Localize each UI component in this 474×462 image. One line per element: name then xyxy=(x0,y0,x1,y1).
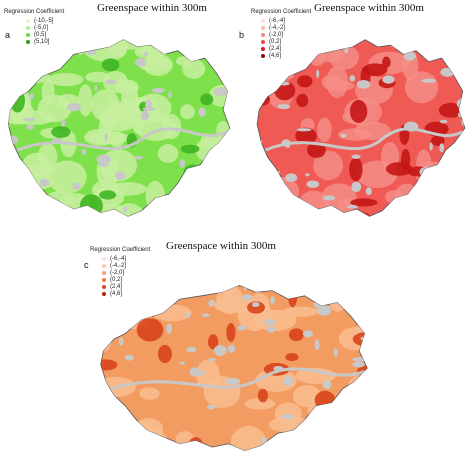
map-a xyxy=(7,39,231,217)
legend-b-item: (-4,-2] xyxy=(261,24,311,31)
legend-b-item: (-6,-4] xyxy=(261,17,311,24)
legend-a-title: Regression Coefficient xyxy=(4,9,65,15)
legend-b-item: (0,2] xyxy=(261,38,311,45)
legend-c-range: (-4,-2] xyxy=(110,262,127,269)
map-c xyxy=(100,284,368,452)
legend-b-range: (2,4] xyxy=(269,45,282,52)
legend-c-swatch xyxy=(102,270,106,275)
legend-b-item: (-2,0] xyxy=(261,31,311,38)
legend-c-range: (-6,-4] xyxy=(110,255,127,262)
map-b xyxy=(256,39,466,217)
legend-b-swatch xyxy=(261,18,265,23)
legend-b-range: (-2,0] xyxy=(269,31,284,38)
panel-a-title: Greenspace within 300m xyxy=(97,2,207,14)
legend-a-swatch xyxy=(26,18,30,23)
legend-a-item: (5,10] xyxy=(26,38,64,45)
legend-a-range: (0,5] xyxy=(34,31,47,38)
legend-c-item: (-6,-4] xyxy=(102,255,150,262)
legend-b-swatch xyxy=(261,32,265,37)
legend-b-item: (4,6] xyxy=(261,52,311,59)
legend-c-swatch xyxy=(102,256,106,261)
legend-c-swatch xyxy=(102,263,106,268)
legend-b-swatch xyxy=(261,25,265,30)
panel-c: Greenspace within 300m c Regression Coef… xyxy=(80,232,380,462)
legend-c-range: (4,6] xyxy=(110,290,123,297)
legend-a-item: (0,5] xyxy=(26,31,64,38)
legend-b-range: (4,6] xyxy=(269,52,282,59)
legend-a-swatch xyxy=(26,39,30,44)
panel-a-label: a xyxy=(5,30,11,40)
legend-c: Regression Coefficient (-6,-4] (-4,-2] (… xyxy=(90,246,150,297)
legend-c-item: (0,2] xyxy=(102,276,150,283)
legend-a-swatch xyxy=(26,32,30,37)
legend-c-swatch xyxy=(102,291,106,296)
panel-c-title: Greenspace within 300m xyxy=(166,240,276,252)
legend-b-range: (0,2] xyxy=(269,38,282,45)
legend-c-range: (0,2] xyxy=(110,276,123,283)
legend-c-swatch xyxy=(102,277,106,282)
legend-a-range: (-5,0] xyxy=(34,24,49,31)
legend-c-item: (-4,-2] xyxy=(102,262,150,269)
legend-c-swatch xyxy=(102,284,106,289)
legend-c-range: (-2,0] xyxy=(110,269,125,276)
legend-b-item: (2,4] xyxy=(261,45,311,52)
panel-b-label: b xyxy=(239,30,245,40)
legend-a-range: (5,10] xyxy=(34,38,50,45)
panel-c-label: c xyxy=(84,260,89,270)
legend-b-swatch xyxy=(261,46,265,51)
legend-b-swatch xyxy=(261,39,265,44)
legend-b-title: Regression Coefficient xyxy=(251,9,312,15)
legend-b-swatch xyxy=(261,53,265,58)
legend-a-item: (-5,0] xyxy=(26,24,64,31)
legend-c-range: (2,4] xyxy=(110,283,123,290)
panel-a: Greenspace within 300m a Regression Coef… xyxy=(0,0,237,230)
legend-a: Regression Coefficient (-10,-5] (-5,0] (… xyxy=(4,8,64,45)
legend-c-item: (2,4] xyxy=(102,283,150,290)
legend-a-item: (-10,-5] xyxy=(26,17,64,24)
panel-b-title: Greenspace within 300m xyxy=(314,2,424,14)
legend-c-title: Regression Coefficient xyxy=(90,247,151,253)
legend-a-swatch xyxy=(26,25,30,30)
legend-b: Regression Coefficient (-6,-4] (-4,-2] (… xyxy=(251,8,311,59)
panel-b: Greenspace within 300m b Regression Coef… xyxy=(237,0,474,230)
legend-b-range: (-4,-2] xyxy=(269,24,286,31)
legend-c-item: (-2,0] xyxy=(102,269,150,276)
legend-c-item: (4,6] xyxy=(102,290,150,297)
legend-b-range: (-6,-4] xyxy=(269,17,286,24)
legend-a-range: (-10,-5] xyxy=(34,17,54,24)
